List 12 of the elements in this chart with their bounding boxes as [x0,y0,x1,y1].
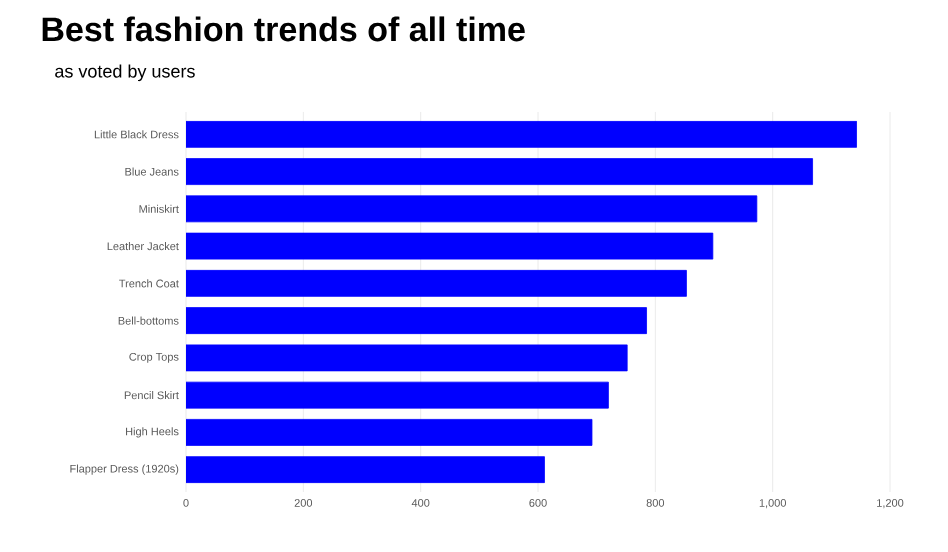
bar [186,418,593,446]
bar [186,158,813,185]
bar [186,344,628,372]
chart-title: Best fashion trends of all time [42,16,525,42]
bar [186,456,545,484]
bar [186,120,857,148]
bar [186,381,609,409]
bar [186,195,758,223]
chart-subtitle: as voted by users [55,64,195,82]
bar [186,232,714,260]
bar [186,269,687,297]
bar [186,307,647,335]
